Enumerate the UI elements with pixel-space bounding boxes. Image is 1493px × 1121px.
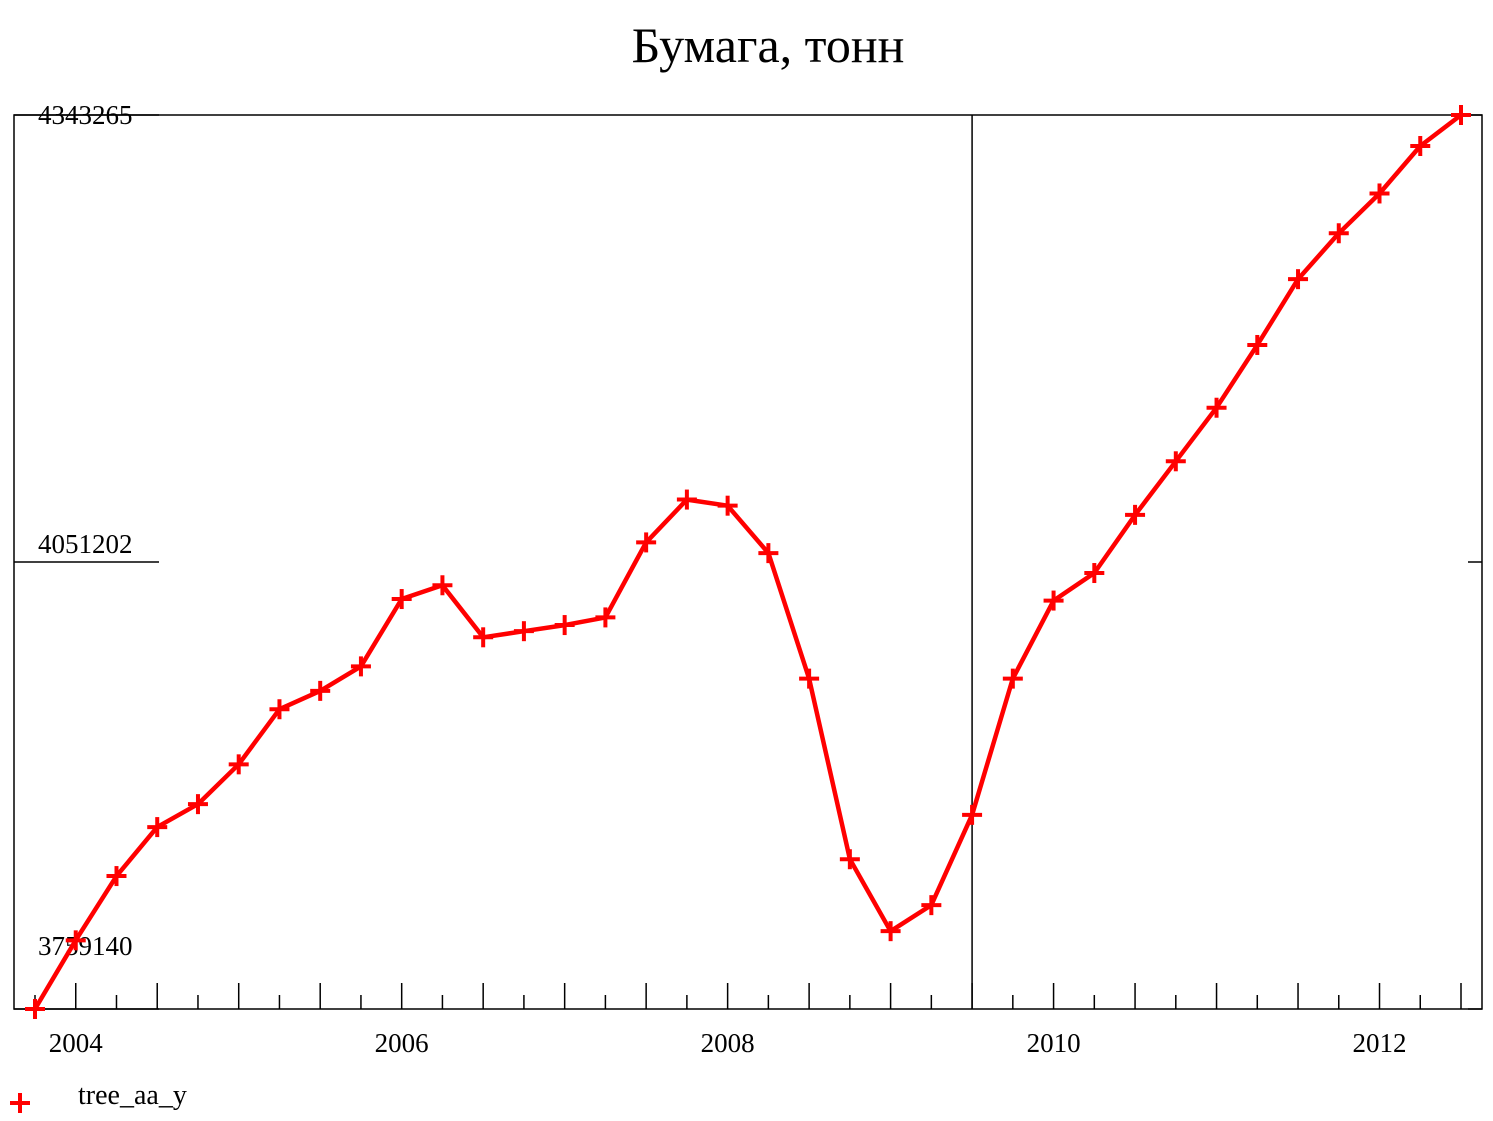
data-point	[1002, 668, 1023, 689]
legend-label: tree_aa_y	[78, 1080, 187, 1111]
chart-title: Бумага, тонн	[632, 17, 905, 73]
data-point	[880, 921, 901, 942]
data-point	[839, 849, 860, 870]
series-line	[33, 113, 1463, 1011]
y-axis: 4343265 4051202 3759140	[14, 100, 1482, 1010]
data-point	[758, 543, 779, 564]
data-point	[676, 489, 697, 510]
data-point	[65, 930, 86, 951]
data-point	[1125, 504, 1146, 525]
x-tick-label: 2010	[1027, 1028, 1081, 1058]
data-point	[187, 794, 208, 815]
data-point	[554, 615, 575, 636]
data-point	[473, 627, 494, 648]
data-point	[25, 999, 45, 1019]
data-point	[228, 754, 249, 775]
y-tick-label: 4051202	[38, 529, 133, 559]
data-point	[1369, 183, 1390, 204]
series-layer	[25, 105, 1471, 1019]
data-point	[921, 895, 942, 916]
plot-frame	[13, 114, 1483, 1010]
legend: tree_aa_y	[10, 1080, 187, 1113]
y-tick-label: 4343265	[38, 100, 133, 130]
data-point	[391, 589, 412, 610]
data-point	[1165, 451, 1186, 472]
x-axis: 2004 2006 2008 2010 2012	[34, 983, 1462, 1058]
legend-marker	[10, 1093, 30, 1113]
data-point	[636, 532, 657, 553]
data-point	[1451, 105, 1471, 125]
data-point	[1410, 136, 1431, 157]
data-point	[595, 607, 616, 628]
data-point	[717, 495, 738, 516]
y-tick-label: 3759140	[38, 931, 133, 961]
data-point	[350, 656, 371, 677]
data-point	[310, 680, 331, 701]
x-tick-label: 2006	[375, 1028, 429, 1058]
data-point	[106, 866, 127, 887]
data-point	[147, 817, 168, 838]
data-point	[799, 668, 820, 689]
data-point	[1288, 269, 1309, 290]
data-point	[1043, 590, 1064, 611]
x-tick-label: 2004	[49, 1028, 104, 1058]
data-point	[269, 699, 290, 720]
x-tick-label: 2012	[1353, 1028, 1407, 1058]
data-point	[1247, 334, 1268, 355]
legend-plus-marker	[10, 1093, 30, 1113]
data-point	[432, 575, 453, 596]
data-point	[513, 621, 534, 642]
x-tick-label: 2008	[701, 1028, 755, 1058]
data-point	[1206, 397, 1227, 418]
plot-border	[13, 114, 1483, 1010]
data-point	[962, 804, 983, 825]
data-point	[1084, 563, 1105, 584]
data-point	[1328, 223, 1349, 244]
